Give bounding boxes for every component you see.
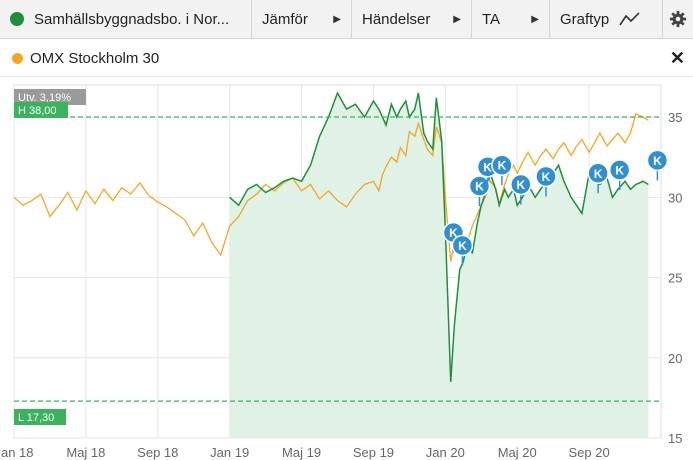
event-marker-k[interactable]: K xyxy=(451,234,474,266)
event-marker-circle xyxy=(491,154,513,176)
y-tick-label: 25 xyxy=(668,271,682,286)
y-tick-label: 35 xyxy=(668,110,682,125)
settings-button[interactable] xyxy=(663,0,693,38)
x-tick-label: Sep 19 xyxy=(353,445,394,460)
x-tick-label: Maj 18 xyxy=(66,445,105,460)
event-marker-circle xyxy=(608,159,631,181)
x-tick-label: Jan 18 xyxy=(0,445,34,460)
event-marker-label: K xyxy=(516,178,525,192)
y-axis: 15 20 25 30 35 xyxy=(668,110,682,446)
event-marker-circle xyxy=(535,165,557,188)
primary-series-line xyxy=(229,91,649,382)
x-axis: Jan 18 Maj 18 Sep 18 Jan 19 Maj 19 Sep 19 Jan … xyxy=(0,445,610,460)
y-tick-label: 30 xyxy=(668,190,682,205)
event-marker-k[interactable]: K xyxy=(468,175,491,207)
event-marker-circle xyxy=(468,175,491,197)
y-tick-label: 15 xyxy=(668,431,682,446)
compare-series-label: OMX Stockholm 30 xyxy=(30,49,160,67)
event-marker-k[interactable]: K xyxy=(608,159,631,191)
graph-type-menu[interactable]: Graftyp xyxy=(550,0,663,38)
price-chart[interactable]: 15 20 25 30 35 Jan 18 Maj 18 Sep 18 Jan 19 Maj 1… xyxy=(0,78,693,460)
event-marker-label: K xyxy=(483,160,492,174)
x-tick-label: Maj 19 xyxy=(282,445,321,460)
compare-label: Jämför xyxy=(262,10,308,28)
x-tick-label: Jan 19 xyxy=(210,445,249,460)
event-marker-k[interactable]: K xyxy=(646,149,669,181)
y-tick-label: 20 xyxy=(668,351,682,366)
instrument-selector[interactable]: Samhällsbyggnadsbo. i Nor... xyxy=(0,0,252,38)
event-marker-circle xyxy=(646,149,669,172)
compare-series-line xyxy=(13,112,649,262)
low-badge: L 17,30 xyxy=(14,409,66,425)
line-chart-icon xyxy=(619,12,640,26)
ta-label: TA xyxy=(482,10,501,28)
event-marker-circle xyxy=(587,162,609,184)
gear-icon xyxy=(669,10,687,28)
low-label: L 17,30 xyxy=(18,412,54,424)
caret-right-icon: ▶ xyxy=(531,13,539,25)
utv-badge: Utv. 3,19% xyxy=(14,89,86,105)
event-marker-label: K xyxy=(594,167,603,181)
event-marker-label: K xyxy=(615,164,624,178)
event-marker-label: K xyxy=(458,239,467,253)
event-marker-k[interactable]: K xyxy=(587,162,609,194)
primary-series-area xyxy=(229,93,649,438)
compare-menu[interactable]: Jämför ▶ xyxy=(252,0,352,38)
caret-right-icon: ▶ xyxy=(333,13,341,25)
high-label: H 38,00 xyxy=(18,105,57,117)
graph-type-label: Graftyp xyxy=(560,10,610,28)
event-marker-label: K xyxy=(498,159,507,173)
event-marker-label: K xyxy=(653,154,662,168)
events-label: Händelser xyxy=(362,10,431,28)
event-marker-circle xyxy=(510,173,532,196)
compare-legend: OMX Stockholm 30 ✕ xyxy=(0,40,693,77)
x-tick-label: Sep 20 xyxy=(569,445,610,460)
event-marker-label: K xyxy=(542,170,551,184)
events-menu[interactable]: Händelser ▶ xyxy=(352,0,472,38)
x-tick-label: Jan 20 xyxy=(426,445,465,460)
high-badge: H 38,00 xyxy=(14,102,68,118)
event-marker-k[interactable]: K xyxy=(510,173,532,205)
event-marker-label: K xyxy=(449,226,458,240)
toolbar: Samhällsbyggnadsbo. i Nor... Jämför ▶ Hä… xyxy=(0,0,693,39)
utv-label: Utv. 3,19% xyxy=(18,92,71,104)
compare-color-dot xyxy=(12,52,23,64)
ta-menu[interactable]: TA ▶ xyxy=(472,0,550,38)
x-tick-label: Sep 18 xyxy=(137,445,178,460)
close-icon[interactable]: ✕ xyxy=(669,48,685,68)
event-marker-k[interactable]: K xyxy=(491,154,513,186)
event-marker-k[interactable]: K xyxy=(535,165,557,197)
x-tick-label: Maj 20 xyxy=(498,445,537,460)
instrument-color-dot xyxy=(10,12,24,26)
event-marker-label: K xyxy=(475,180,484,194)
instrument-name: Samhällsbyggnadsbo. i Nor... xyxy=(34,10,230,28)
event-marker-circle xyxy=(451,234,474,257)
caret-right-icon: ▶ xyxy=(453,13,461,25)
